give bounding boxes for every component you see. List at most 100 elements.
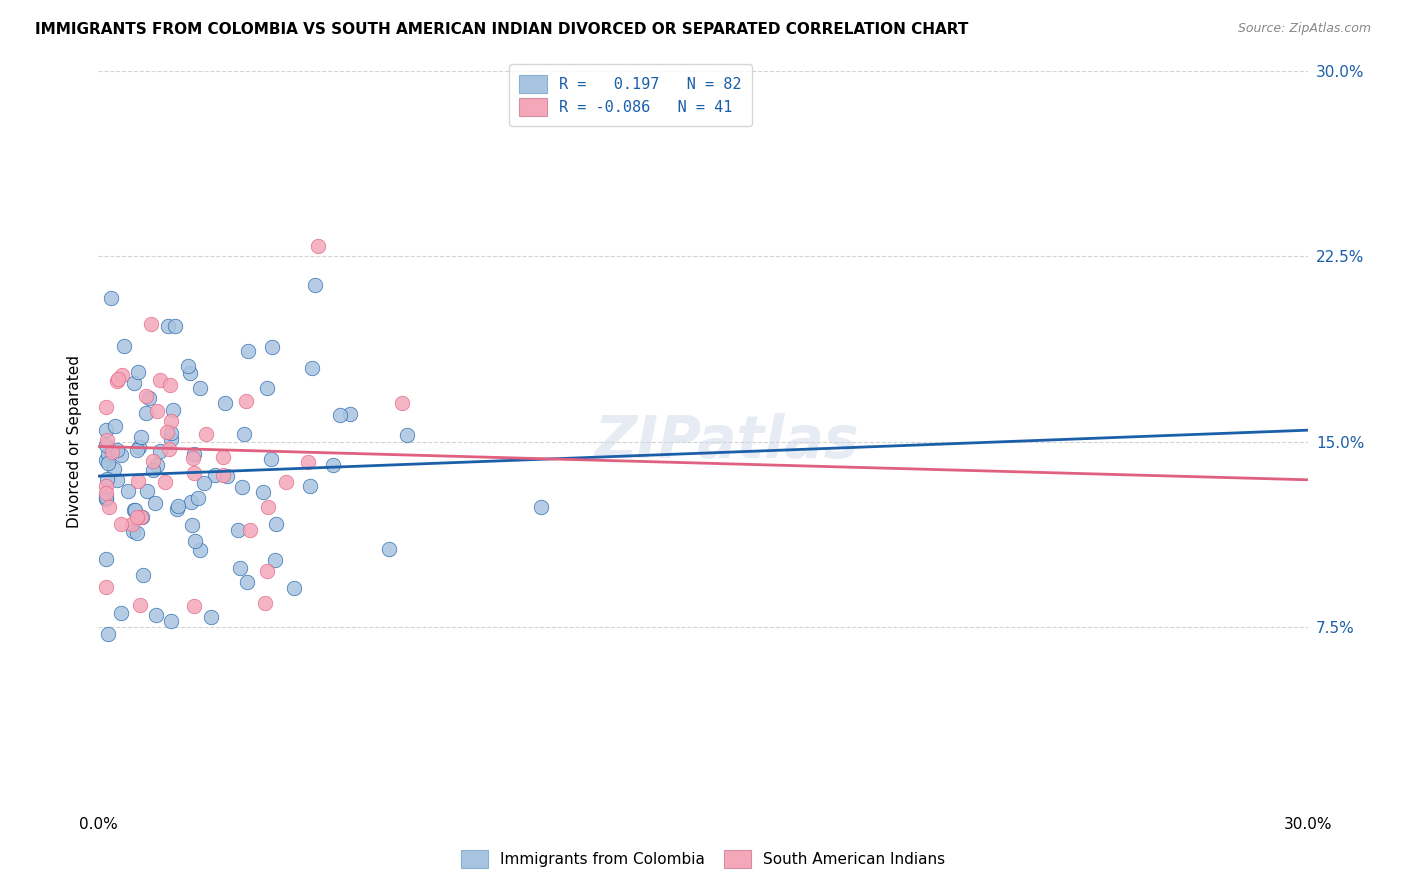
Point <box>179 367 201 381</box>
Point <box>127 474 149 488</box>
Point <box>142 454 165 468</box>
Point <box>181 517 204 532</box>
Point <box>299 478 322 492</box>
Point <box>107 372 129 386</box>
Point <box>111 368 134 382</box>
Point <box>149 373 172 387</box>
Point <box>96 438 118 452</box>
Point <box>105 473 128 487</box>
Point <box>143 496 166 510</box>
Point <box>96 423 118 437</box>
Point <box>530 500 553 514</box>
Point <box>301 361 323 376</box>
Point <box>96 401 118 415</box>
Point <box>129 509 152 524</box>
Point <box>96 434 118 448</box>
Point <box>183 467 205 481</box>
Point <box>135 388 157 402</box>
Point <box>131 509 153 524</box>
Point <box>217 468 239 483</box>
Point <box>145 608 167 623</box>
Legend: Immigrants from Colombia, South American Indians: Immigrants from Colombia, South American… <box>453 843 953 875</box>
Point <box>156 319 179 334</box>
Point <box>128 440 150 454</box>
Point <box>157 442 180 457</box>
Point <box>146 404 169 418</box>
Point <box>193 475 215 490</box>
Point <box>96 490 118 504</box>
Point <box>160 425 183 440</box>
Point <box>96 552 118 566</box>
Point <box>97 447 120 461</box>
Point <box>122 524 145 538</box>
Point <box>229 561 252 575</box>
Point <box>256 381 278 395</box>
Point <box>211 467 233 482</box>
Point <box>177 359 200 373</box>
Point <box>96 452 118 467</box>
Point <box>127 365 149 379</box>
Text: IMMIGRANTS FROM COLOMBIA VS SOUTH AMERICAN INDIAN DIVORCED OR SEPARATED CORRELAT: IMMIGRANTS FROM COLOMBIA VS SOUTH AMERIC… <box>35 22 969 37</box>
Point <box>190 381 212 395</box>
Point <box>274 475 297 490</box>
Point <box>146 458 169 472</box>
Point <box>122 376 145 391</box>
Point <box>136 484 159 499</box>
Point <box>132 568 155 582</box>
Point <box>232 427 254 442</box>
Point <box>96 580 118 594</box>
Point <box>142 463 165 477</box>
Point <box>184 533 207 548</box>
Point <box>104 419 127 434</box>
Point <box>239 523 262 537</box>
Point <box>127 525 149 540</box>
Point <box>134 406 156 420</box>
Point <box>97 626 120 640</box>
Point <box>96 486 118 500</box>
Point <box>103 462 125 476</box>
Point <box>322 458 344 472</box>
Point <box>105 442 128 457</box>
Point <box>260 452 283 467</box>
Point <box>156 425 179 439</box>
Point <box>238 343 260 358</box>
Point <box>329 408 352 422</box>
Point <box>181 451 204 466</box>
Point <box>378 541 401 556</box>
Point <box>139 317 162 331</box>
Point <box>235 393 257 408</box>
Point <box>129 430 152 444</box>
Point <box>97 456 120 470</box>
Y-axis label: Divorced or Separated: Divorced or Separated <box>66 355 82 528</box>
Point <box>180 495 202 509</box>
Point <box>283 582 305 596</box>
Text: ZIPatlas: ZIPatlas <box>595 413 859 470</box>
Point <box>231 480 253 494</box>
Point <box>159 614 181 628</box>
Point <box>121 517 143 532</box>
Point <box>117 484 139 499</box>
Point <box>96 491 118 506</box>
Point <box>105 374 128 388</box>
Point <box>110 606 132 620</box>
Point <box>391 395 413 409</box>
Point <box>396 428 419 442</box>
Point <box>138 392 160 406</box>
Point <box>307 239 329 253</box>
Point <box>96 479 118 493</box>
Point <box>187 491 209 505</box>
Point <box>159 378 181 392</box>
Point <box>214 396 236 410</box>
Point <box>101 445 124 459</box>
Point <box>162 403 184 417</box>
Point <box>188 542 211 557</box>
Point <box>194 427 217 442</box>
Point <box>160 432 183 446</box>
Point <box>304 278 326 293</box>
Point <box>160 414 183 428</box>
Point <box>129 599 152 613</box>
Point <box>257 500 280 514</box>
Point <box>112 339 135 353</box>
Point <box>253 596 276 610</box>
Point <box>165 319 187 334</box>
